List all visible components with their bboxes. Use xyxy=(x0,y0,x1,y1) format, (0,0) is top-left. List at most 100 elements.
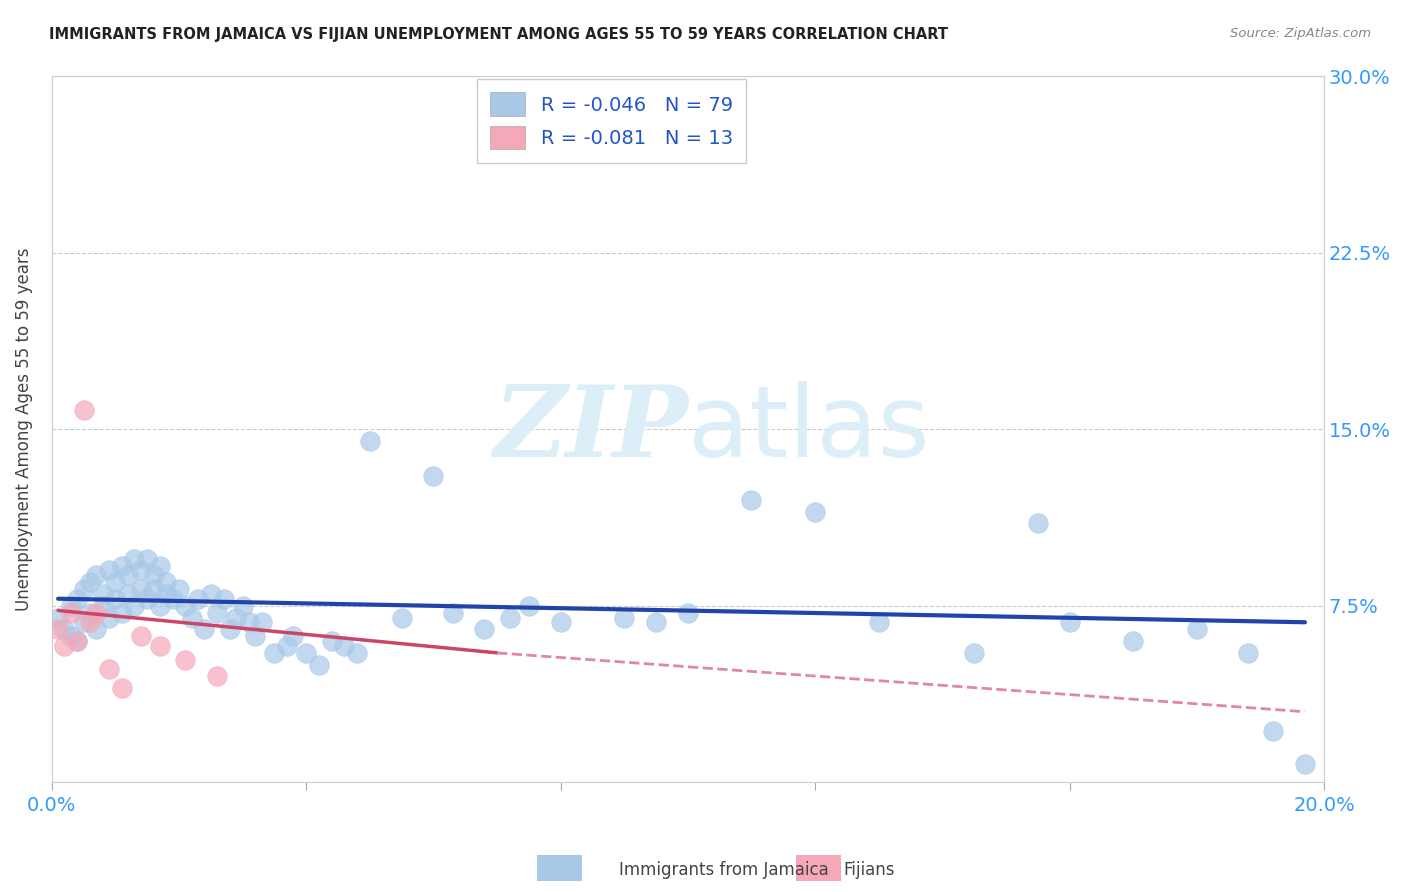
Point xyxy=(91,599,114,613)
Point xyxy=(1122,634,1144,648)
Point xyxy=(66,591,89,606)
Point xyxy=(1236,646,1258,660)
Y-axis label: Unemployment Among Ages 55 to 59 years: Unemployment Among Ages 55 to 59 years xyxy=(15,247,32,611)
Point xyxy=(46,610,69,624)
Point xyxy=(193,623,215,637)
Point xyxy=(174,653,197,667)
Point xyxy=(174,599,197,613)
Point xyxy=(129,582,152,597)
Point xyxy=(136,551,159,566)
Point xyxy=(804,505,827,519)
Point xyxy=(162,591,184,606)
Point xyxy=(205,606,228,620)
Point xyxy=(79,575,101,590)
Point xyxy=(238,615,260,630)
Point xyxy=(66,634,89,648)
Text: Source: ZipAtlas.com: Source: ZipAtlas.com xyxy=(1230,27,1371,40)
Point xyxy=(359,434,381,448)
Point xyxy=(1261,723,1284,738)
Point xyxy=(200,587,222,601)
Point xyxy=(333,639,356,653)
Point xyxy=(84,568,107,582)
Point xyxy=(212,591,235,606)
Point xyxy=(142,568,165,582)
Point xyxy=(46,623,69,637)
Point xyxy=(517,599,540,613)
Point xyxy=(53,623,76,637)
Point xyxy=(676,606,699,620)
Point xyxy=(245,629,267,643)
Point xyxy=(72,615,94,630)
Point xyxy=(295,646,318,660)
Point xyxy=(550,615,572,630)
Point xyxy=(53,639,76,653)
Point xyxy=(149,599,172,613)
Point xyxy=(283,629,305,643)
Point xyxy=(232,599,254,613)
Point xyxy=(98,564,121,578)
Point xyxy=(117,587,139,601)
Point xyxy=(263,646,285,660)
Point xyxy=(472,623,495,637)
Point xyxy=(250,615,273,630)
Point xyxy=(868,615,890,630)
Point xyxy=(84,606,107,620)
Point xyxy=(963,646,986,660)
Point xyxy=(104,591,127,606)
Point xyxy=(155,587,177,601)
Point xyxy=(124,551,146,566)
Point xyxy=(1059,615,1081,630)
Point xyxy=(59,599,82,613)
Text: Immigrants from Jamaica: Immigrants from Jamaica xyxy=(619,861,828,879)
Point xyxy=(79,615,101,630)
Point xyxy=(225,610,247,624)
Point xyxy=(218,623,240,637)
Point xyxy=(129,629,152,643)
Point xyxy=(499,610,522,624)
Point xyxy=(142,582,165,597)
Point xyxy=(276,639,298,653)
Point xyxy=(111,606,134,620)
Point xyxy=(79,606,101,620)
Point xyxy=(441,606,464,620)
Point xyxy=(1294,756,1316,771)
Point xyxy=(180,610,202,624)
Point xyxy=(346,646,368,660)
Point xyxy=(111,558,134,573)
Point xyxy=(59,629,82,643)
Point xyxy=(117,568,139,582)
Point xyxy=(613,610,636,624)
Point xyxy=(124,599,146,613)
Point xyxy=(59,606,82,620)
Point xyxy=(1026,516,1049,531)
Point xyxy=(149,558,172,573)
Point xyxy=(98,662,121,676)
Point xyxy=(84,623,107,637)
Point xyxy=(111,681,134,696)
Point xyxy=(645,615,668,630)
Point xyxy=(167,582,190,597)
Point xyxy=(205,669,228,683)
Point xyxy=(136,591,159,606)
Point xyxy=(740,492,762,507)
Legend: R = -0.046   N = 79, R = -0.081   N = 13: R = -0.046 N = 79, R = -0.081 N = 13 xyxy=(477,78,747,163)
Point xyxy=(72,582,94,597)
Text: IMMIGRANTS FROM JAMAICA VS FIJIAN UNEMPLOYMENT AMONG AGES 55 TO 59 YEARS CORRELA: IMMIGRANTS FROM JAMAICA VS FIJIAN UNEMPL… xyxy=(49,27,948,42)
Point xyxy=(129,564,152,578)
Point xyxy=(72,403,94,417)
Text: atlas: atlas xyxy=(688,381,929,478)
Point xyxy=(98,610,121,624)
Point xyxy=(155,575,177,590)
Point xyxy=(91,587,114,601)
Point xyxy=(104,575,127,590)
Point xyxy=(308,657,330,672)
Point xyxy=(66,634,89,648)
Text: Fijians: Fijians xyxy=(844,861,896,879)
Point xyxy=(391,610,413,624)
Text: ZIP: ZIP xyxy=(494,381,688,477)
Point xyxy=(187,591,209,606)
Point xyxy=(1185,623,1208,637)
Point xyxy=(149,639,172,653)
Point xyxy=(321,634,343,648)
Point xyxy=(422,469,444,483)
